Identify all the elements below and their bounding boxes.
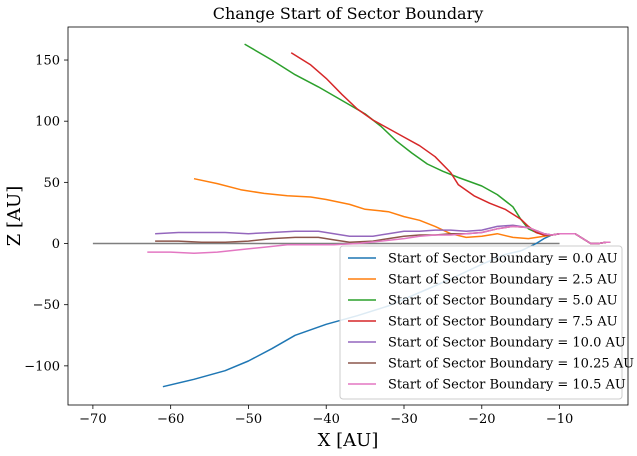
x-tick-label: −10 bbox=[546, 412, 573, 427]
y-tick-label: 50 bbox=[43, 176, 60, 191]
x-tick-label: −20 bbox=[468, 412, 495, 427]
series-lines bbox=[92, 43, 611, 388]
x-tick-label: −40 bbox=[313, 412, 340, 427]
x-tick-label: −60 bbox=[157, 412, 184, 427]
y-axis-title: Z [AU] bbox=[4, 186, 25, 246]
x-axis-title: X [AU] bbox=[318, 430, 379, 451]
x-tick-label: −30 bbox=[390, 412, 417, 427]
y-tick-label: −100 bbox=[24, 359, 60, 374]
legend: Start of Sector Boundary = 0.0 AU Start o… bbox=[339, 245, 634, 400]
y-tick-label: 100 bbox=[35, 115, 60, 130]
legend-label: Start of Sector Boundary = 7.5 AU bbox=[388, 315, 618, 330]
y-axis-ticks: −100 −50 0 50 100 150 bbox=[24, 54, 68, 374]
legend-box bbox=[339, 245, 623, 400]
y-tick-label: −50 bbox=[33, 298, 60, 313]
x-axis-ticks: −70 −60 −50 −40 −30 −20 −10 bbox=[79, 405, 573, 427]
legend-label: Start of Sector Boundary = 10.0 AU bbox=[388, 336, 626, 351]
legend-label: Start of Sector Boundary = 5.0 AU bbox=[388, 294, 618, 309]
chart-title: Change Start of Sector Boundary bbox=[213, 4, 484, 23]
y-tick-label: 150 bbox=[35, 54, 60, 69]
x-tick-label: −50 bbox=[235, 412, 262, 427]
x-tick-label: −70 bbox=[79, 412, 106, 427]
series-line-6 bbox=[147, 225, 611, 255]
y-tick-label: 0 bbox=[52, 237, 60, 252]
legend-label: Start of Sector Boundary = 10.5 AU bbox=[388, 378, 626, 393]
legend-label: Start of Sector Boundary = 0.0 AU bbox=[388, 252, 618, 267]
legend-label: Start of Sector Boundary = 10.25 AU bbox=[388, 357, 634, 372]
legend-label: Start of Sector Boundary = 2.5 AU bbox=[388, 273, 618, 288]
